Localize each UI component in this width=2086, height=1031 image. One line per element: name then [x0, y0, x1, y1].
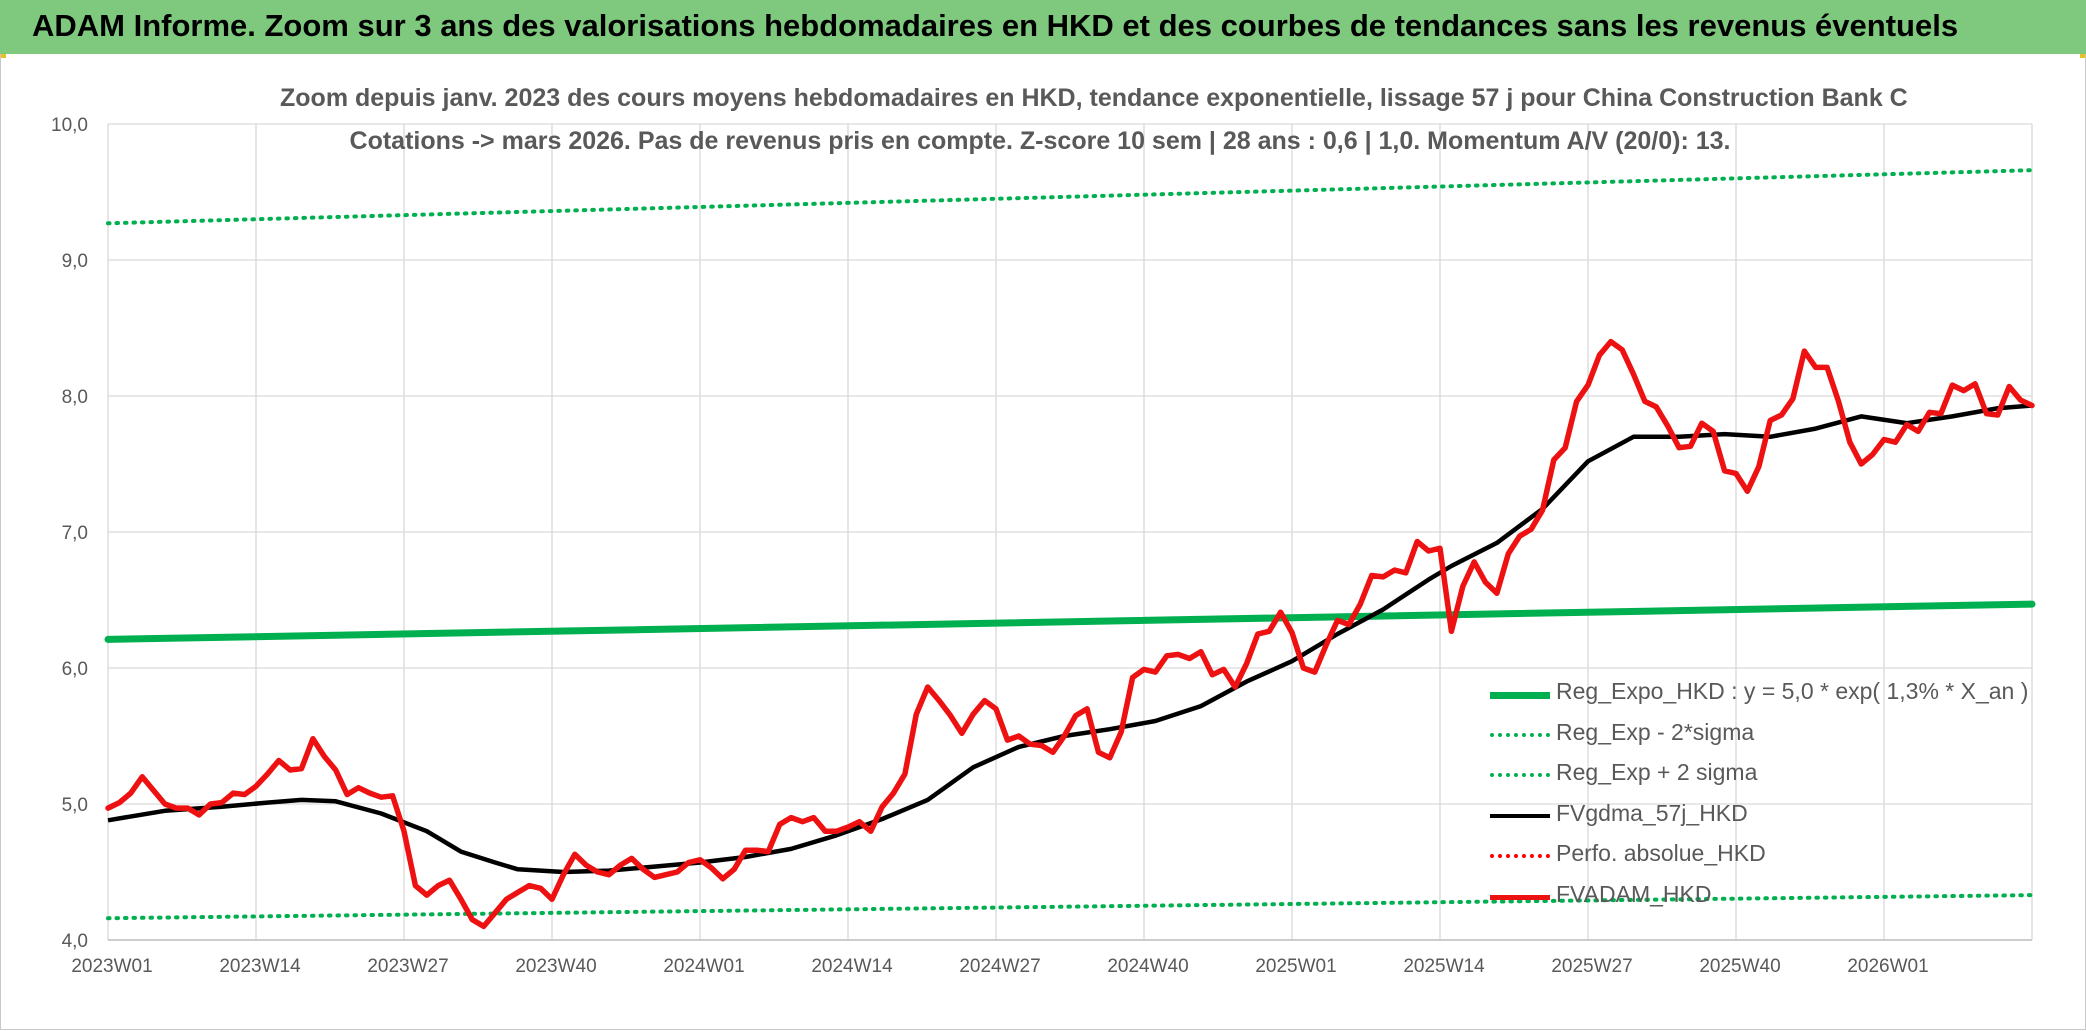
- x-tick-label: 2025W27: [1551, 956, 1632, 977]
- legend-label: Perfo. absolue_HKD: [1556, 840, 1766, 866]
- banner-title: ADAM Informe. Zoom sur 3 ans des valoris…: [32, 8, 1959, 43]
- legend-swatch: [1490, 732, 1550, 737]
- x-tick-label: 2024W40: [1107, 956, 1188, 977]
- x-tick-label: 2024W01: [663, 956, 744, 977]
- legend-label: Reg_Exp + 2 sigma: [1556, 759, 1758, 785]
- y-tick-label: 4,0: [62, 931, 88, 952]
- legend-label: Reg_Expo_HKD : y = 5,0 * exp( 1,3% * X_a…: [1556, 678, 2029, 704]
- legend-swatch: [1490, 854, 1550, 858]
- series-lines: [104, 168, 2036, 930]
- legend-swatch: [1490, 692, 1550, 699]
- legend-item: Reg_Expo_HKD : y = 5,0 * exp( 1,3% * X_a…: [1488, 673, 2028, 714]
- series-line-reg-exp-2-sigma: [106, 168, 2034, 226]
- series-line-reg-exp-2-sigma: [106, 893, 2034, 921]
- x-tick-label: 2023W27: [367, 956, 448, 977]
- legend-item: Perfo. absolue_HKD: [1488, 835, 2028, 876]
- axes: 4,0 5,0 6,0 7,0 8,0 9,0 10,0 2023W01 2023W14 2023…: [51, 115, 2032, 977]
- x-tick-label: 2023W01: [71, 956, 152, 977]
- legend-label: FVADAM_HKD: [1556, 880, 1712, 907]
- legend-item: FVgdma_57j_HKD: [1488, 795, 2028, 836]
- y-tick-label: 6,0: [62, 659, 88, 680]
- header-banner: ADAM Informe. Zoom sur 3 ans des valoris…: [0, 0, 2086, 54]
- legend-swatch: [1490, 813, 1550, 818]
- x-tick-label: 2026W01: [1847, 956, 1928, 977]
- chart-legend: Reg_Expo_HKD : y = 5,0 * exp( 1,3% * X_a…: [1488, 673, 2028, 916]
- legend-item: FVADAM_HKD: [1488, 876, 2028, 917]
- series-line-reg-expo-hkd-y-5-0-exp-1-3-x-an: [104, 600, 2036, 643]
- gridlines: [107, 123, 2033, 941]
- y-tick-label: 8,0: [62, 387, 88, 408]
- corner-mark-right: [2080, 54, 2086, 58]
- x-tick-label: 2024W14: [811, 956, 893, 977]
- legend-item: Reg_Exp - 2*sigma: [1488, 714, 2028, 755]
- x-tick-label: 2024W27: [959, 956, 1040, 977]
- legend-label: Reg_Exp - 2*sigma: [1556, 718, 1755, 745]
- legend-swatch: [1490, 773, 1550, 777]
- legend-label: FVgdma_57j_HKD: [1556, 799, 1748, 826]
- y-tick-label: 9,0: [62, 251, 88, 272]
- x-tick-label: 2025W14: [1403, 956, 1485, 977]
- series-line-fvadam-hkd: [105, 338, 2035, 930]
- y-tick-label: 10,0: [51, 115, 88, 136]
- legend-swatch: [1490, 894, 1550, 900]
- x-tick-label: 2023W40: [515, 956, 596, 977]
- corner-mark-left: [0, 54, 6, 58]
- x-tick-label: 2023W14: [219, 956, 301, 977]
- x-tick-label: 2025W01: [1255, 956, 1336, 977]
- legend-item: Reg_Exp + 2 sigma: [1488, 754, 2028, 795]
- chart-title-line2: Cotations -> mars 2026. Pas de revenus p…: [349, 127, 1731, 155]
- chart-title-line1: Zoom depuis janv. 2023 des cours moyens …: [280, 84, 1908, 112]
- y-tick-label: 5,0: [62, 795, 88, 816]
- y-tick-label: 7,0: [62, 523, 88, 544]
- x-tick-label: 2025W40: [1699, 956, 1780, 977]
